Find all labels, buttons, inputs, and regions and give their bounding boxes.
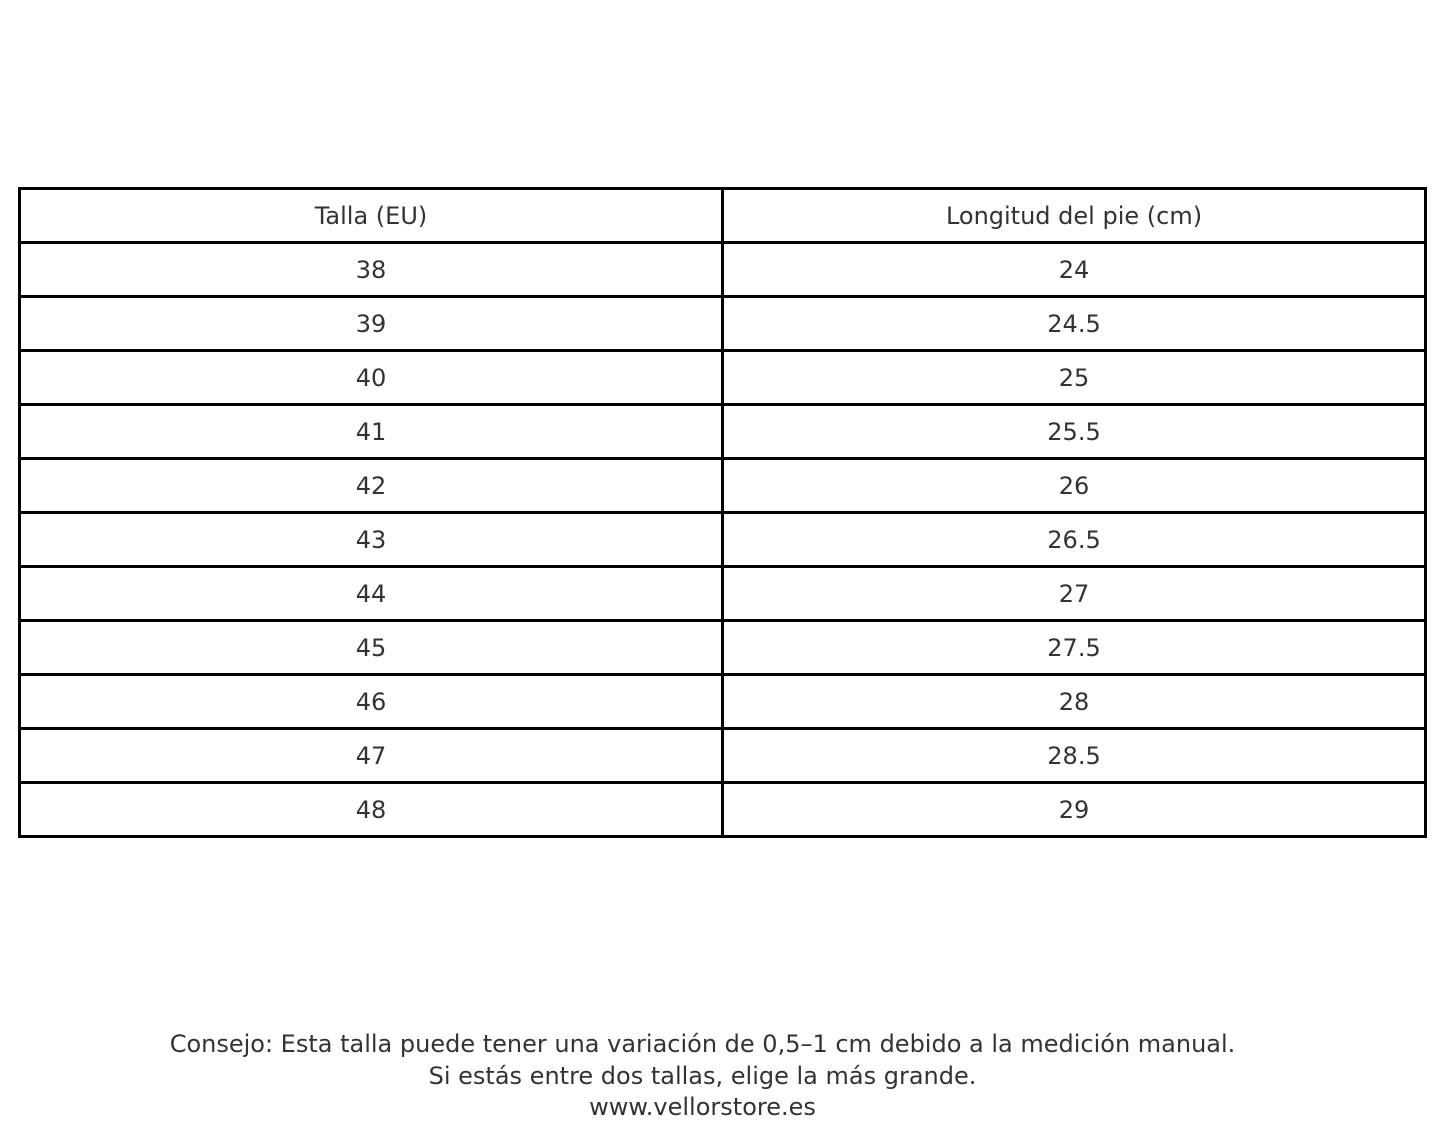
table-header-row: Talla (EU) Longitud del pie (cm): [18, 187, 1427, 244]
size-cell: 41: [18, 403, 724, 460]
foot-length-cell: 26: [721, 457, 1427, 514]
table-row: 40 25: [18, 349, 1427, 406]
foot-length-cell: 29: [721, 781, 1427, 838]
table-row: 41 25.5: [18, 403, 1427, 460]
table-row: 43 26.5: [18, 511, 1427, 568]
size-cell: 47: [18, 727, 724, 784]
foot-length-cell: 27.5: [721, 619, 1427, 676]
foot-length-cell: 24.5: [721, 295, 1427, 352]
advice-text: Si estás entre dos tallas, elige la más …: [428, 1061, 977, 1090]
foot-length-cell: 25.5: [721, 403, 1427, 460]
size-cell: 40: [18, 349, 724, 406]
foot-length-cell: 28: [721, 673, 1427, 730]
footer-note: Consejo: Esta talla puede tener una vari…: [0, 1029, 1405, 1124]
foot-length-cell: 25: [721, 349, 1427, 406]
table-row: 39 24.5: [18, 295, 1427, 352]
tip-text: Consejo: Esta talla puede tener una vari…: [169, 1030, 1236, 1058]
size-cell: 48: [18, 781, 724, 838]
table-row: 44 27: [18, 565, 1427, 622]
size-cell: 39: [18, 295, 724, 352]
foot-length-cell: 24: [721, 241, 1427, 298]
foot-length-cell: 26.5: [721, 511, 1427, 568]
website-text: www.vellorstore.es: [589, 1093, 816, 1121]
size-cell: 46: [18, 673, 724, 730]
size-cell: 45: [18, 619, 724, 676]
header-foot-length: Longitud del pie (cm): [721, 187, 1427, 244]
size-cell: 44: [18, 565, 724, 622]
foot-length-cell: 28.5: [721, 727, 1427, 784]
table-row: 38 24: [18, 241, 1427, 298]
header-size-eu: Talla (EU): [18, 187, 724, 244]
size-cell: 42: [18, 457, 724, 514]
size-cell: 43: [18, 511, 724, 568]
table-row: 48 29: [18, 781, 1427, 838]
table-row: 47 28.5: [18, 727, 1427, 784]
size-cell: 38: [18, 241, 724, 298]
foot-length-cell: 27: [721, 565, 1427, 622]
size-chart-table: Talla (EU) Longitud del pie (cm) 38 24 39 2…: [18, 187, 1427, 838]
table-row: 46 28: [18, 673, 1427, 730]
table-row: 42 26: [18, 457, 1427, 514]
table-row: 45 27.5: [18, 619, 1427, 676]
